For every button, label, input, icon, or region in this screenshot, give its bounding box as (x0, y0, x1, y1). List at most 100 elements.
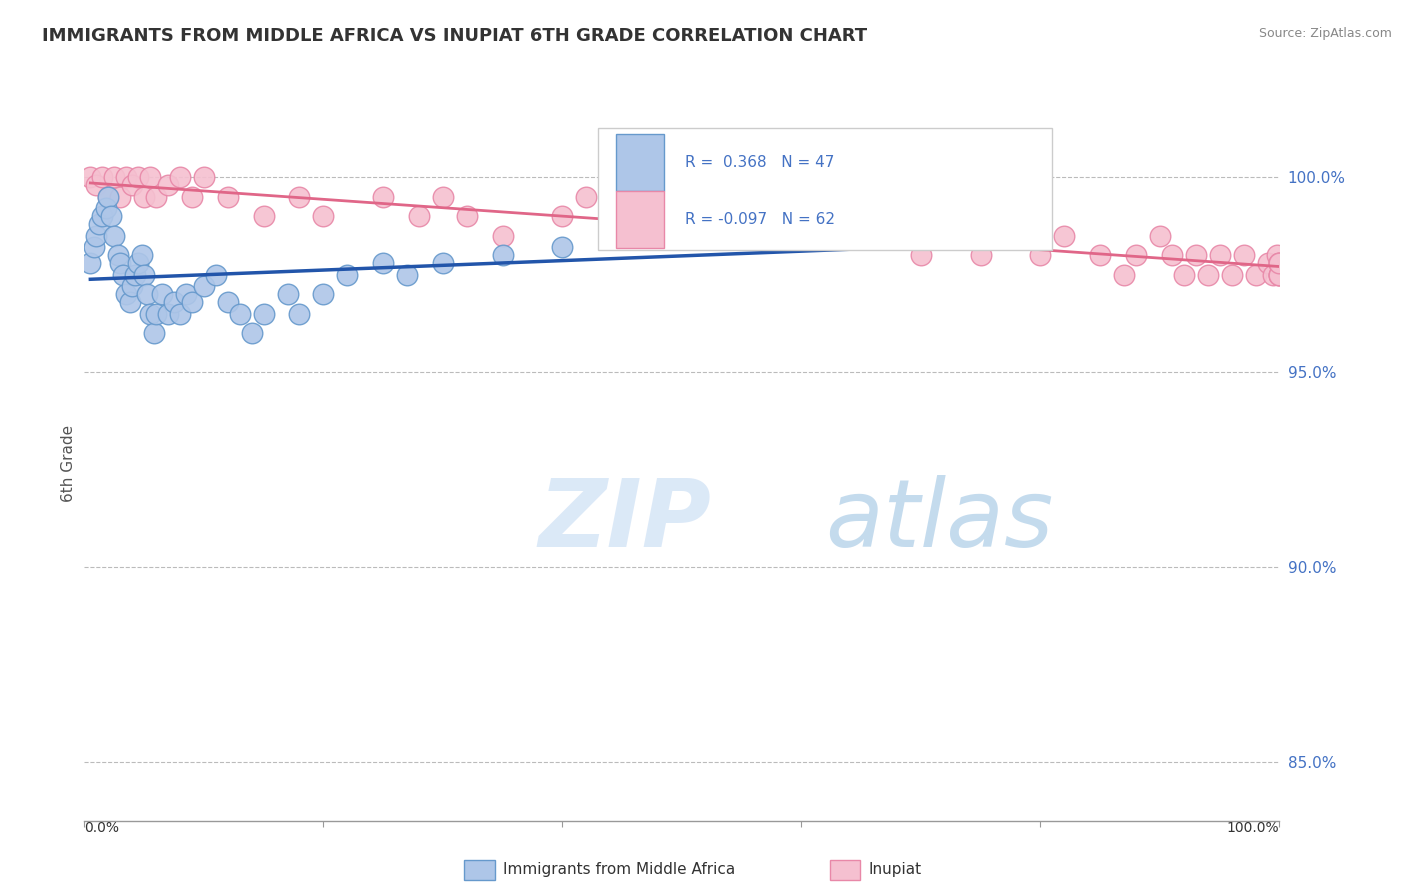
Point (205, 268, 228, 282)
Point (253, 209, 276, 223)
Point (1268, 268, 1291, 282)
Point (127, 170, 149, 185)
Point (100, 209, 122, 223)
Point (790, 209, 813, 223)
Point (118, 295, 141, 310)
Point (1112, 268, 1135, 282)
Point (253, 307, 276, 321)
Point (84, 178, 107, 192)
Point (371, 190, 394, 204)
Point (1125, 248, 1147, 262)
Point (121, 279, 143, 293)
Point (432, 256, 454, 270)
Point (288, 190, 311, 204)
Point (336, 268, 359, 282)
Point (91, 170, 114, 185)
Point (1184, 248, 1206, 262)
Point (551, 240, 574, 254)
Point (97, 190, 120, 204)
Point (163, 295, 186, 310)
Point (115, 287, 138, 301)
Point (124, 268, 146, 282)
Text: Inupiat: Inupiat (869, 863, 922, 877)
Point (169, 307, 191, 321)
Text: ZIP: ZIP (538, 475, 711, 567)
Point (1268, 256, 1291, 270)
Point (1256, 256, 1278, 270)
Point (240, 326, 263, 341)
Point (276, 287, 298, 301)
Point (408, 209, 430, 223)
Point (396, 268, 419, 282)
Y-axis label: 6th Grade: 6th Grade (60, 425, 76, 502)
Point (432, 190, 454, 204)
Point (145, 190, 167, 204)
Point (671, 228, 693, 243)
Point (1053, 228, 1076, 243)
Point (1268, 268, 1291, 282)
Point (91, 209, 114, 223)
Text: R =  0.368   N = 47: R = 0.368 N = 47 (686, 155, 835, 169)
Point (456, 209, 478, 223)
Point (371, 256, 394, 270)
Point (107, 248, 129, 262)
Point (94, 202, 117, 216)
Point (103, 170, 125, 185)
Point (1268, 268, 1291, 282)
Point (180, 190, 202, 204)
Point (1173, 268, 1195, 282)
Point (174, 287, 197, 301)
Point (551, 209, 574, 223)
Point (84, 228, 107, 243)
Point (115, 170, 138, 185)
Point (312, 287, 335, 301)
Point (492, 248, 515, 262)
Point (145, 307, 167, 321)
Point (1197, 268, 1219, 282)
Point (132, 268, 156, 282)
Text: 100.0%: 100.0% (1227, 821, 1279, 835)
Point (492, 228, 515, 243)
Point (312, 209, 335, 223)
Text: Source: ZipAtlas.com: Source: ZipAtlas.com (1258, 27, 1392, 40)
FancyBboxPatch shape (599, 128, 1052, 250)
Point (217, 190, 239, 204)
Point (139, 307, 162, 321)
Point (110, 256, 132, 270)
Point (111, 268, 134, 282)
Bar (616, 191, 664, 248)
Point (970, 248, 993, 262)
Point (731, 209, 754, 223)
Point (814, 228, 837, 243)
Point (1265, 248, 1288, 262)
Bar (616, 134, 664, 191)
Point (1029, 209, 1052, 223)
Point (180, 295, 202, 310)
Point (87, 217, 110, 231)
Point (1232, 248, 1254, 262)
Point (1220, 268, 1243, 282)
Text: IMMIGRANTS FROM MIDDLE AFRICA VS INUPIAT 6TH GRADE CORRELATION CHART: IMMIGRANTS FROM MIDDLE AFRICA VS INUPIAT… (42, 27, 868, 45)
Point (1005, 228, 1028, 243)
Point (886, 228, 908, 243)
Point (766, 228, 789, 243)
Point (193, 279, 215, 293)
Point (132, 190, 156, 204)
Point (1029, 248, 1052, 262)
Point (131, 248, 153, 262)
Point (288, 307, 311, 321)
Point (1268, 256, 1291, 270)
Point (103, 228, 125, 243)
Point (135, 287, 157, 301)
Point (849, 217, 872, 231)
Point (1088, 248, 1111, 262)
Point (610, 209, 633, 223)
Point (127, 256, 149, 270)
Point (79, 256, 101, 270)
Point (150, 287, 173, 301)
Point (193, 170, 215, 185)
Point (1160, 248, 1182, 262)
Point (671, 228, 693, 243)
Text: 0.0%: 0.0% (84, 821, 120, 835)
Point (1263, 268, 1285, 282)
